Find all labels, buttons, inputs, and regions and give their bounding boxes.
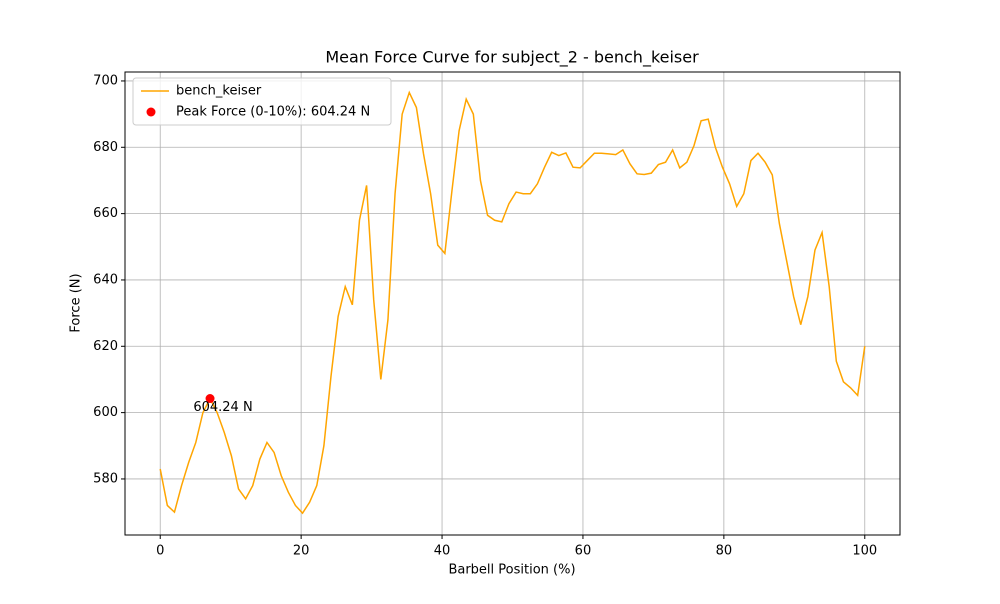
y-tick-label: 580 <box>93 471 118 486</box>
peak-marker <box>205 394 215 404</box>
x-tick-label: 100 <box>852 544 877 559</box>
x-tick-label: 40 <box>434 544 451 559</box>
legend-box <box>132 77 392 126</box>
plot: 604.24 N <box>159 90 866 515</box>
legend-label: bench_keiser <box>176 84 262 99</box>
y-tick-label: 620 <box>93 339 118 354</box>
y-tick-label: 640 <box>93 272 118 287</box>
x-axis-label: Barbell Position (%) <box>448 563 575 578</box>
grid <box>125 72 900 535</box>
y-tick-label: 700 <box>93 73 118 88</box>
x-tick-label: 80 <box>716 544 733 559</box>
y-tick-label: 600 <box>93 405 118 420</box>
chart-title: Mean Force Curve for subject_2 - bench_k… <box>325 48 699 68</box>
legend-label: Peak Force (0-10%): 604.24 N <box>176 105 370 120</box>
y-tick-label: 660 <box>93 206 118 221</box>
y-tick-label: 680 <box>93 140 118 155</box>
x-tick-label: 20 <box>293 544 310 559</box>
peak-label: 604.24 N <box>193 400 252 415</box>
x-tick-label: 60 <box>575 544 592 559</box>
x-tick-label: 0 <box>156 544 164 559</box>
y-axis-label: Force (N) <box>69 273 84 332</box>
legend-swatch <box>146 107 156 117</box>
axes-frame <box>124 71 901 536</box>
data-line <box>159 90 866 515</box>
legend: bench_keiser Peak Force (0-10%): 604.24 N <box>132 77 392 126</box>
